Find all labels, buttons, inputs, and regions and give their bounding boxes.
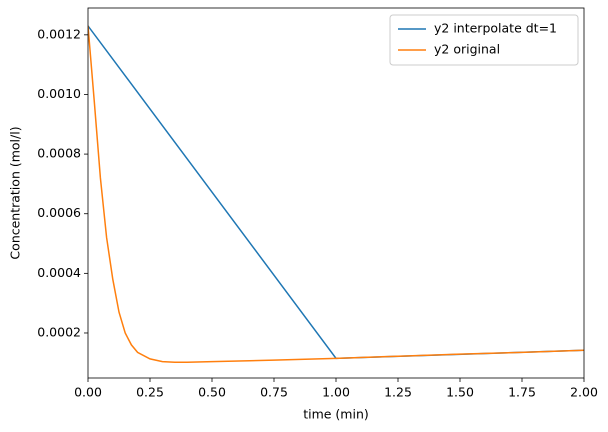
y-tick-label: 0.0002 bbox=[37, 324, 81, 339]
x-tick-label: 0.75 bbox=[260, 385, 288, 400]
plot-frame bbox=[87, 7, 585, 379]
legend-label: y2 interpolate dt=1 bbox=[434, 21, 557, 36]
x-tick-label: 1.00 bbox=[322, 385, 350, 400]
line-series bbox=[88, 25, 584, 363]
x-tick-label: 0.00 bbox=[74, 385, 102, 400]
y-tick-label: 0.0008 bbox=[37, 146, 81, 161]
x-tick-label: 2.00 bbox=[570, 385, 598, 400]
y-tick-label: 0.0004 bbox=[37, 265, 81, 280]
legend-label: y2 original bbox=[434, 42, 500, 57]
x-axis-label: time (min) bbox=[303, 407, 369, 422]
x-tick-label: 0.25 bbox=[136, 385, 164, 400]
x-tick-label: 1.50 bbox=[446, 385, 474, 400]
y-axis-label: Concentration (mol/l) bbox=[8, 126, 23, 259]
y-tick-label: 0.0006 bbox=[37, 205, 81, 220]
line-series bbox=[88, 25, 584, 360]
x-tick-label: 1.75 bbox=[508, 385, 536, 400]
x-tick-label: 0.50 bbox=[198, 385, 226, 400]
legend-box bbox=[389, 14, 579, 66]
y-tick-label: 0.0012 bbox=[37, 26, 81, 41]
x-tick-label: 1.25 bbox=[384, 385, 412, 400]
y-tick-label: 0.0010 bbox=[37, 86, 81, 101]
